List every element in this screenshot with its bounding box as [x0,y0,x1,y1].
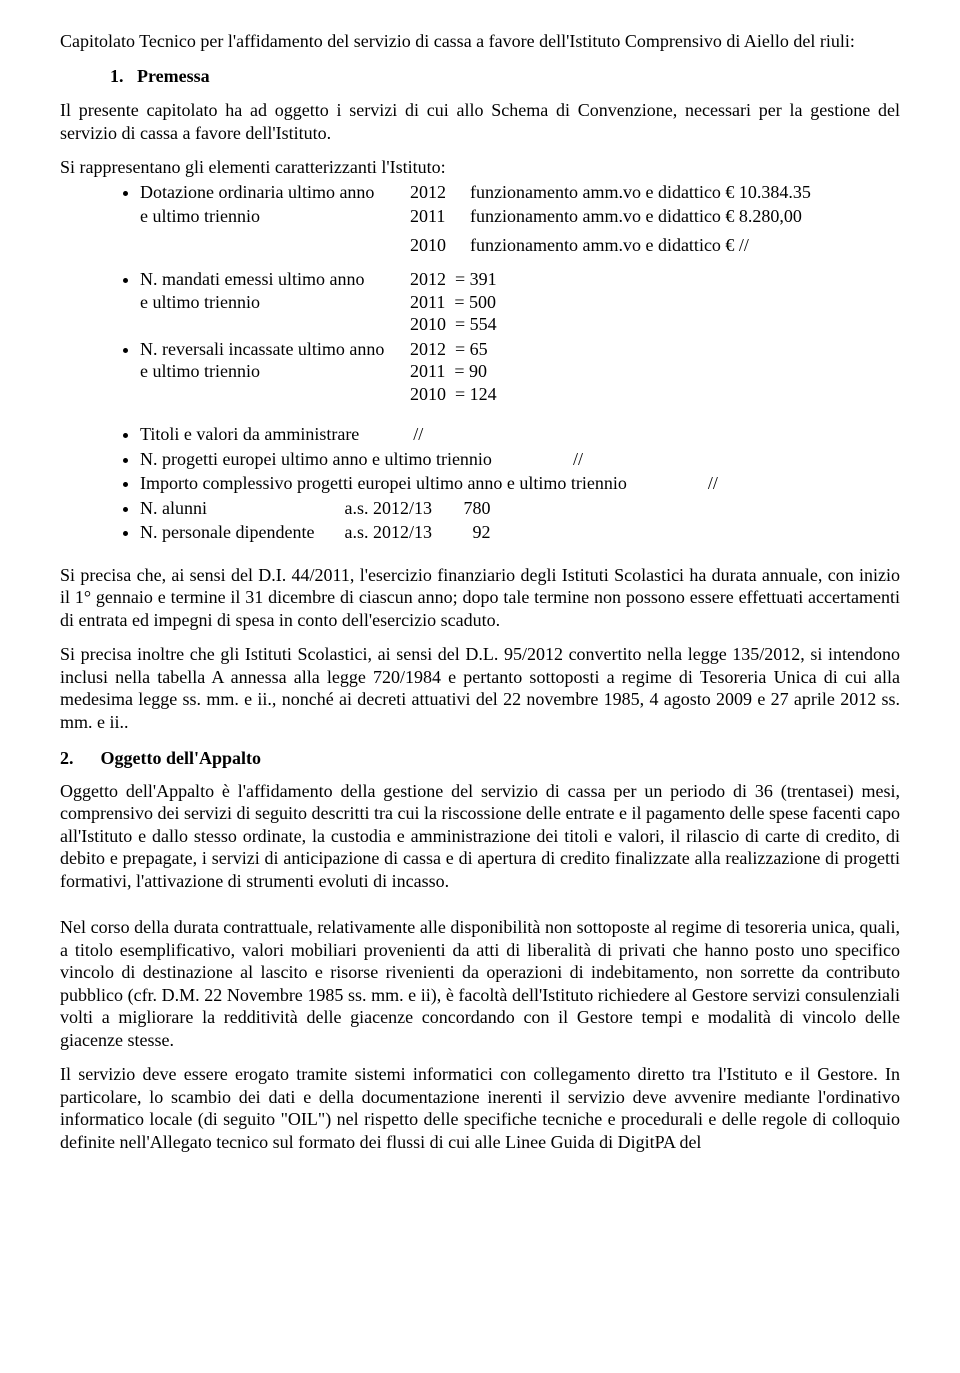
mandati-year-2: 2010 [410,314,446,334]
dotazione-label: Dotazione ordinaria ultimo anno [140,181,410,204]
premessa-num: 1. [110,66,124,86]
oggetto-p1: Oggetto dell'Appalto è l'affidamento del… [60,780,900,893]
oggetto-num: 2. [60,748,74,768]
mandati-sublabel: e ultimo triennio [140,291,410,314]
dotazione-val-2: funzionamento amm.vo e didattico € // [470,234,900,257]
oggetto-p2: Nel corso della durata contrattuale, rel… [60,916,900,1051]
oggetto-heading: 2. Oggetto dell'Appalto [60,747,900,770]
rappresentano-intro: Si rappresentano gli elementi caratteriz… [60,156,900,179]
reversali-val-1: = 90 [454,361,487,381]
premessa-label: Premessa [137,66,210,86]
progetti-eu-item: N. progetti europei ultimo anno e ultimo… [140,448,900,471]
reversali-sublabel: e ultimo triennio [140,360,410,383]
mandati-year-1: 2011 [410,292,445,312]
alunni-val: 780 [464,498,491,518]
dotazione-item: Dotazione ordinaria ultimo anno 2012 fun… [140,181,900,204]
oggetto-p3: Il servizio deve essere erogato tramite … [60,1063,900,1153]
premessa-heading: 1. Premessa [110,65,900,88]
mandati-year-0: 2012 [410,269,446,289]
alunni-item: N. alunni a.s. 2012/13 780 [140,497,900,520]
dotazione-year-1: 2011 [410,205,470,228]
titoli-val: // [413,424,423,444]
dotazione-val-0: funzionamento amm.vo e didattico € 10.38… [470,181,900,204]
premessa-text: Il presente capitolato ha ad oggetto i s… [60,99,900,144]
dotazione-sub-2: 2010 funzionamento amm.vo e didattico € … [140,234,900,257]
mandati-val-0: = 391 [455,269,497,289]
reversali-val-0: = 65 [455,339,488,359]
mandati-val-2: = 554 [455,314,497,334]
page-root: Capitolato Tecnico per l'affidamento del… [0,0,960,1205]
dotazione-year-2: 2010 [410,234,470,257]
progetti-eu-val: // [573,449,583,469]
precisa-2: Si precisa inoltre che gli Istituti Scol… [60,643,900,733]
mandati-list: N. mandati emessi ultimo anno e ultimo t… [60,268,900,405]
dotazione-sublabel: e ultimo triennio [140,205,410,228]
dotazione-list: Dotazione ordinaria ultimo anno 2012 fun… [60,181,900,204]
titoli-label: Titoli e valori da amministrare [140,424,359,444]
dotazione-sub-1: e ultimo triennio 2011 funzionamento amm… [140,205,900,228]
reversali-year-0: 2012 [410,339,446,359]
doc-title: Capitolato Tecnico per l'affidamento del… [60,30,900,53]
reversali-year-2: 2010 [410,384,446,404]
reversali-year-1: 2011 [410,361,445,381]
mandati-item: N. mandati emessi ultimo anno e ultimo t… [140,268,900,336]
mandati-label: N. mandati emessi ultimo anno [140,268,410,291]
reversali-label: N. reversali incassate ultimo anno [140,338,410,361]
progetti-eu-label: N. progetti europei ultimo anno e ultimo… [140,449,492,469]
personale-item: N. personale dipendente a.s. 2012/13 92 [140,521,900,544]
reversali-val-2: = 124 [455,384,497,404]
importo-progetti-label: Importo complessivo progetti europei ult… [140,473,627,493]
mandati-val-1: = 500 [454,292,496,312]
misc-list: Titoli e valori da amministrare // N. pr… [60,423,900,544]
oggetto-label: Oggetto dell'Appalto [101,748,262,768]
personale-label: N. personale dipendente [140,521,340,544]
titoli-item: Titoli e valori da amministrare // [140,423,900,446]
importo-progetti-item: Importo complessivo progetti europei ult… [140,472,900,495]
precisa-1: Si precisa che, ai sensi del D.I. 44/201… [60,564,900,632]
personale-val: 92 [473,522,491,542]
importo-progetti-val: // [708,473,718,493]
reversali-item: N. reversali incassate ultimo anno e ult… [140,338,900,406]
alunni-label: N. alunni [140,497,340,520]
personale-year: a.s. 2012/13 [345,522,433,542]
dotazione-year-0: 2012 [410,181,470,204]
alunni-year: a.s. 2012/13 [345,498,433,518]
dotazione-val-1: funzionamento amm.vo e didattico € 8.280… [470,205,900,228]
